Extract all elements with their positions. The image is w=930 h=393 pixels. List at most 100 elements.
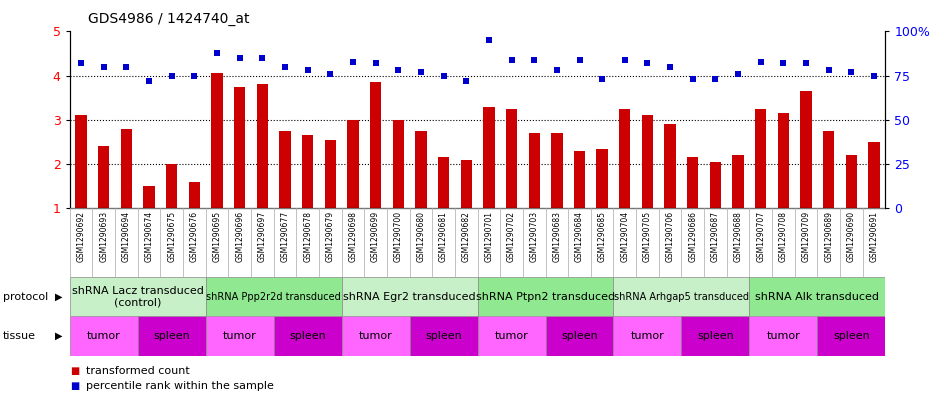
Text: GSM1290686: GSM1290686	[688, 211, 698, 262]
Bar	[801, 91, 812, 208]
Bar	[302, 135, 313, 208]
Bar	[409, 316, 478, 356]
Point	[391, 67, 405, 73]
Text: GSM1290692: GSM1290692	[76, 211, 86, 262]
Text: spleen: spleen	[153, 331, 190, 341]
Bar	[70, 277, 206, 316]
Text: spleen: spleen	[698, 331, 734, 341]
Point	[277, 64, 292, 70]
Bar	[528, 133, 539, 208]
Text: GSM1290683: GSM1290683	[552, 211, 562, 262]
Text: GSM1290697: GSM1290697	[258, 211, 267, 262]
Bar	[206, 316, 273, 356]
Bar	[546, 316, 614, 356]
Bar	[347, 120, 359, 208]
Point	[844, 69, 858, 75]
Bar	[143, 186, 154, 208]
Bar	[682, 316, 750, 356]
Point	[663, 64, 678, 70]
Text: GSM1290680: GSM1290680	[417, 211, 425, 262]
Bar	[392, 120, 404, 208]
Bar	[687, 158, 698, 208]
Text: GDS4986 / 1424740_at: GDS4986 / 1424740_at	[88, 12, 250, 26]
Point	[300, 67, 315, 73]
Bar	[574, 151, 585, 208]
Point	[97, 64, 112, 70]
Bar	[211, 73, 222, 208]
Text: shRNA Ppp2r2d transduced: shRNA Ppp2r2d transduced	[206, 292, 341, 302]
Text: GSM1290688: GSM1290688	[734, 211, 742, 262]
Bar	[166, 164, 178, 208]
Text: spleen: spleen	[561, 331, 598, 341]
Bar	[750, 277, 885, 316]
Text: GSM1290687: GSM1290687	[711, 211, 720, 262]
Bar	[484, 107, 495, 208]
Text: GSM1290678: GSM1290678	[303, 211, 312, 262]
Point	[436, 72, 451, 79]
Bar	[416, 131, 427, 208]
Bar	[121, 129, 132, 208]
Text: shRNA Egr2 transduced: shRNA Egr2 transduced	[343, 292, 476, 302]
Text: spleen: spleen	[833, 331, 870, 341]
Bar	[478, 277, 614, 316]
Bar	[75, 116, 86, 208]
Bar	[845, 155, 857, 208]
Text: ■: ■	[70, 366, 79, 376]
Bar	[370, 82, 381, 208]
Text: GSM1290706: GSM1290706	[666, 211, 674, 262]
Point	[255, 55, 270, 61]
Bar	[506, 109, 517, 208]
Text: GSM1290708: GSM1290708	[779, 211, 788, 262]
Bar	[325, 140, 336, 208]
Point	[323, 71, 338, 77]
Text: GSM1290693: GSM1290693	[100, 211, 108, 262]
Text: GSM1290707: GSM1290707	[756, 211, 765, 262]
Point	[753, 58, 768, 64]
Bar	[755, 109, 766, 208]
Text: tumor: tumor	[766, 331, 801, 341]
Point	[73, 60, 88, 66]
Text: GSM1290699: GSM1290699	[371, 211, 380, 262]
Text: spleen: spleen	[289, 331, 326, 341]
Point	[594, 76, 609, 83]
Text: GSM1290703: GSM1290703	[530, 211, 538, 262]
Text: GSM1290709: GSM1290709	[802, 211, 811, 262]
Point	[458, 78, 473, 84]
Text: GSM1290691: GSM1290691	[870, 211, 879, 262]
Bar	[138, 316, 206, 356]
Bar	[341, 277, 478, 316]
Bar	[551, 133, 563, 208]
Text: GSM1290684: GSM1290684	[575, 211, 584, 262]
Point	[346, 58, 361, 64]
Text: GSM1290696: GSM1290696	[235, 211, 245, 262]
Bar	[619, 109, 631, 208]
Text: GSM1290694: GSM1290694	[122, 211, 131, 262]
Text: tumor: tumor	[631, 331, 664, 341]
Bar	[273, 316, 341, 356]
Text: GSM1290698: GSM1290698	[349, 211, 357, 262]
Text: protocol: protocol	[3, 292, 48, 302]
Point	[640, 60, 655, 66]
Text: GSM1290701: GSM1290701	[485, 211, 494, 262]
Text: GSM1290677: GSM1290677	[281, 211, 289, 262]
Bar	[257, 84, 268, 208]
Point	[685, 76, 700, 83]
Text: tumor: tumor	[86, 331, 121, 341]
Bar	[189, 182, 200, 208]
Text: GSM1290695: GSM1290695	[213, 211, 221, 262]
Bar	[733, 155, 744, 208]
Text: shRNA Alk transduced: shRNA Alk transduced	[755, 292, 880, 302]
Bar	[596, 149, 608, 208]
Point	[232, 55, 247, 61]
Point	[119, 64, 134, 70]
Text: tumor: tumor	[223, 331, 257, 341]
Text: GSM1290690: GSM1290690	[847, 211, 856, 262]
Text: tissue: tissue	[3, 331, 35, 341]
Point	[504, 57, 519, 63]
Text: GSM1290682: GSM1290682	[461, 211, 471, 262]
Text: GSM1290689: GSM1290689	[824, 211, 833, 262]
Bar	[614, 277, 750, 316]
Text: GSM1290685: GSM1290685	[598, 211, 606, 262]
Bar	[642, 116, 653, 208]
Text: ▶: ▶	[55, 331, 62, 341]
